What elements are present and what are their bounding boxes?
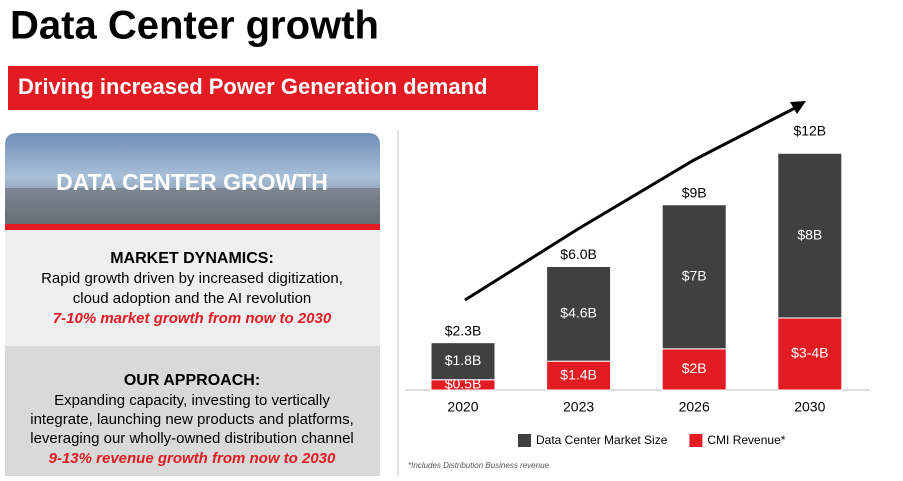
value-label: $8B <box>797 226 822 242</box>
section-text: integrate, launching new products and pl… <box>30 411 354 428</box>
bar-segment <box>430 342 496 381</box>
legend-label: CMI Revenue* <box>707 433 785 447</box>
section-text: Expanding capacity, investing to vertica… <box>54 392 330 409</box>
bar-segment <box>661 348 727 391</box>
image-stripe <box>5 224 380 230</box>
image-ground <box>5 188 380 225</box>
trend-arrow <box>464 101 806 302</box>
value-label: $1.4B <box>560 366 597 382</box>
x-tick-label: 2030 <box>794 399 825 415</box>
trend-line <box>464 106 796 302</box>
total-label: $12B <box>793 123 826 139</box>
slide-title: Data Center growth <box>10 4 379 48</box>
x-tick-label: 2026 <box>679 399 710 415</box>
bar-segment <box>661 204 727 350</box>
approach-section <box>5 346 380 476</box>
bar-segment <box>546 266 612 362</box>
x-tick-label: 2023 <box>563 399 594 415</box>
section-text: cloud adoption and the AI revolution <box>73 290 312 307</box>
total-label: $6.0B <box>560 246 597 262</box>
total-label: $9B <box>682 184 707 200</box>
total-label: $2.3B <box>445 322 482 338</box>
legend-label: Data Center Market Size <box>536 433 668 447</box>
left-panel: DATA CENTER GROWTH MARKET DYNAMICS: Rapi… <box>5 133 380 476</box>
section-heading: OUR APPROACH: <box>124 372 260 389</box>
section-highlight: 7-10% market growth from now to 2030 <box>53 310 332 327</box>
section-text: Rapid growth driven by increased digitiz… <box>41 270 343 287</box>
market-section <box>5 230 380 346</box>
subtitle: Driving increased Power Generation deman… <box>18 74 487 99</box>
bar-segment <box>777 317 843 391</box>
subtitle-banner <box>8 66 538 110</box>
footnote: *Includes Distribution Business revenue <box>408 461 550 470</box>
value-label: $7B <box>682 267 707 283</box>
value-label: $2B <box>682 360 707 376</box>
x-tick-label: 2020 <box>447 399 478 415</box>
section-highlight: 9-13% revenue growth from now to 2030 <box>49 450 336 467</box>
section-text: leveraging our wholly-owned distribution… <box>30 430 354 447</box>
arrow-head <box>790 101 806 114</box>
legend-swatch <box>518 434 531 447</box>
legend-swatch <box>689 434 703 447</box>
value-label: $1.8B <box>445 352 482 368</box>
value-label: $4.6B <box>560 305 597 321</box>
image-caption: DATA CENTER GROWTH <box>56 169 328 195</box>
section-heading: MARKET DYNAMICS: <box>110 250 274 267</box>
bar-segment <box>777 152 843 319</box>
value-label: $3-4B <box>791 345 828 361</box>
